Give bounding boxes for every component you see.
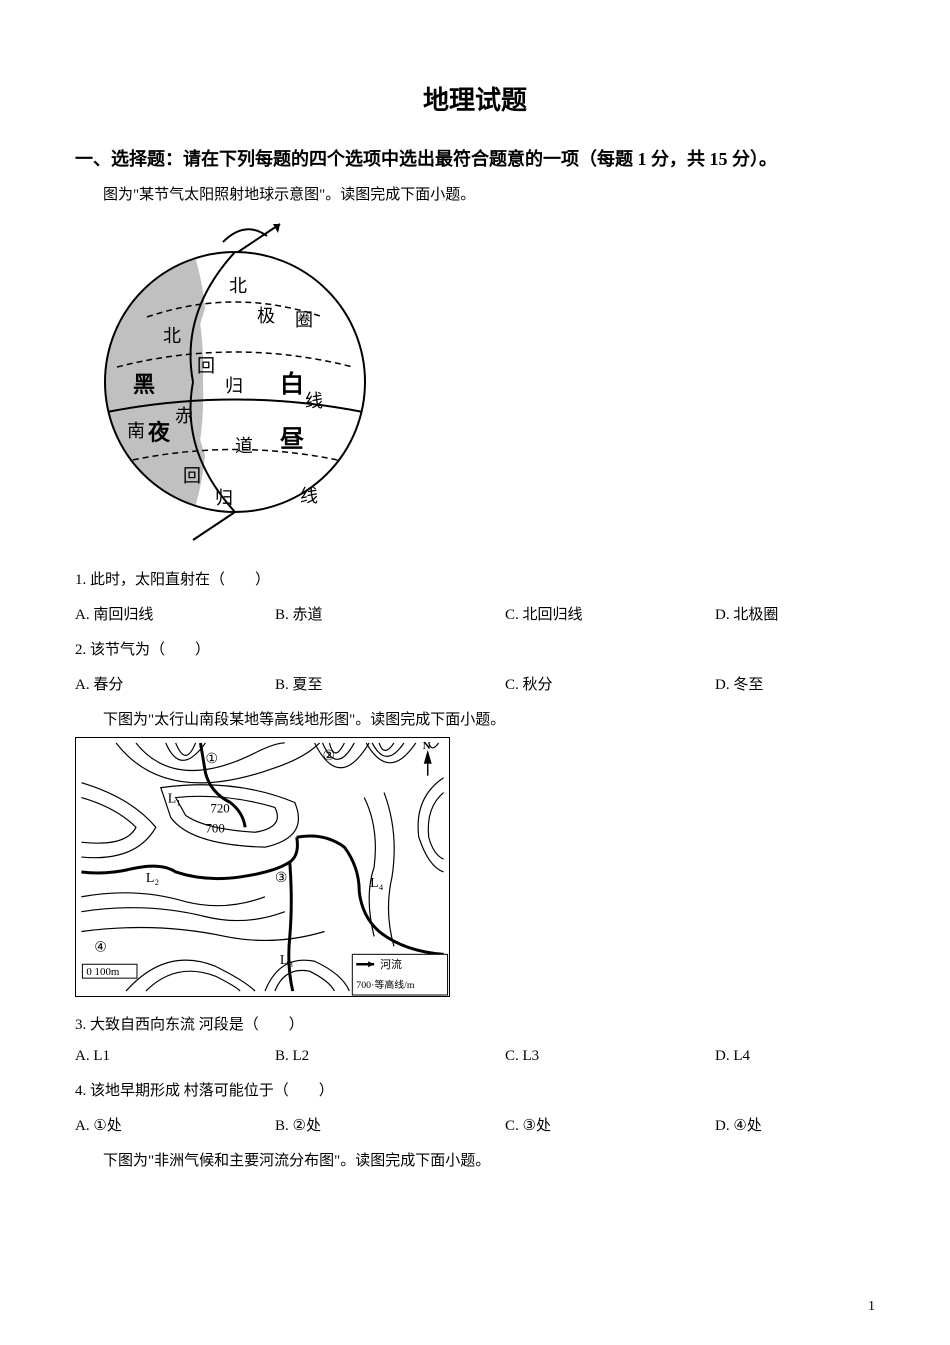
label-white: 白	[280, 370, 304, 398]
q3-opt-b: B. L2	[275, 1048, 505, 1065]
page-number: 1	[868, 1299, 875, 1315]
label-arctic2: 圈	[295, 310, 313, 330]
label-L1: L₁	[168, 792, 181, 807]
legend-river: 河流	[380, 957, 402, 971]
label-south: 南	[127, 421, 145, 441]
marker-4: ④	[94, 940, 106, 955]
q1-opt-a: A. 南回归线	[75, 603, 275, 624]
q1-options: A. 南回归线 B. 赤道 C. 北回归线 D. 北极圈	[75, 603, 875, 624]
q4-opt-b: B. ②处	[275, 1114, 505, 1135]
q3-stem: 3. 大致自西向东流 河段是（ ）	[75, 1013, 875, 1034]
q2-opt-c: C. 秋分	[505, 673, 715, 694]
q4-opt-c: C. ③处	[505, 1114, 715, 1135]
label-night: 夜	[147, 420, 171, 445]
marker-1: ①	[205, 752, 217, 767]
earth-figure: 北 极 圈 北 回 归 线 黑 白 赤 道 南 夜 昼 回 归 线	[75, 212, 875, 552]
q3-opt-c: C. L3	[505, 1048, 715, 1065]
q1-opt-d: D. 北极圈	[715, 603, 778, 624]
q4-opt-d: D. ④处	[715, 1114, 762, 1135]
label-arctic1: 极	[257, 306, 275, 326]
label-north: 北	[229, 276, 247, 296]
q2-opt-d: D. 冬至	[715, 673, 763, 694]
label-L2: L₂	[146, 871, 159, 886]
label-eq2: 道	[235, 436, 253, 456]
label-tn2: 回	[197, 356, 215, 376]
q2-options: A. 春分 B. 夏至 C. 秋分 D. 冬至	[75, 673, 875, 694]
label-eq1: 赤	[175, 406, 193, 426]
elev-720: 720	[210, 801, 229, 815]
marker-3: ③	[275, 871, 287, 886]
passage3-instruction: 下图为"非洲气候和主要河流分布图"。读图完成下面小题。	[103, 1149, 875, 1170]
q1-stem: 1. 此时，太阳直射在（ ）	[75, 568, 875, 589]
q2-stem: 2. 该节气为（ ）	[75, 638, 875, 659]
section-header: 一、选择题：请在下列每题的四个选项中选出最符合题意的一项（每题 1 分，共 15…	[75, 145, 875, 171]
scale-label: 0 100m	[86, 966, 120, 978]
q3-opt-a: A. L1	[75, 1048, 275, 1065]
q4-opt-a: A. ①处	[75, 1114, 275, 1135]
label-black: 黑	[133, 372, 155, 397]
label-ts2: 归	[215, 488, 233, 508]
label-tn4: 线	[305, 391, 323, 411]
q1-opt-c: C. 北回归线	[505, 603, 715, 624]
label-tn3: 归	[225, 376, 243, 396]
contour-map-figure: N ① ② ③ ④ 720 700 L₁ L₂ L₃ L₄ 0 100m 河流 …	[75, 737, 875, 997]
q4-stem: 4. 该地早期形成 村落可能位于（ ）	[75, 1079, 875, 1100]
q3-opt-d: D. L4	[715, 1048, 750, 1065]
q4-options: A. ①处 B. ②处 C. ③处 D. ④处	[75, 1114, 875, 1135]
label-ts3: 线	[300, 486, 318, 506]
north-label: N	[423, 740, 431, 752]
marker-2: ②	[323, 749, 335, 764]
label-day: 昼	[280, 426, 304, 453]
label-L4: L₄	[370, 876, 383, 891]
page-title: 地理试题	[75, 80, 875, 117]
elev-700: 700	[205, 821, 224, 835]
label-tn1: 北	[163, 326, 181, 346]
passage1-instruction: 图为"某节气太阳照射地球示意图"。读图完成下面小题。	[103, 183, 875, 204]
label-ts1: 回	[183, 466, 201, 486]
q2-opt-b: B. 夏至	[275, 673, 505, 694]
passage2-instruction: 下图为"太行山南段某地等高线地形图"。读图完成下面小题。	[103, 708, 875, 729]
legend-contour: 700·等高线/m	[356, 978, 415, 991]
q2-opt-a: A. 春分	[75, 673, 275, 694]
q3-options: A. L1 B. L2 C. L3 D. L4	[75, 1048, 875, 1065]
label-L3: L₃	[280, 953, 293, 968]
q1-opt-b: B. 赤道	[275, 603, 505, 624]
